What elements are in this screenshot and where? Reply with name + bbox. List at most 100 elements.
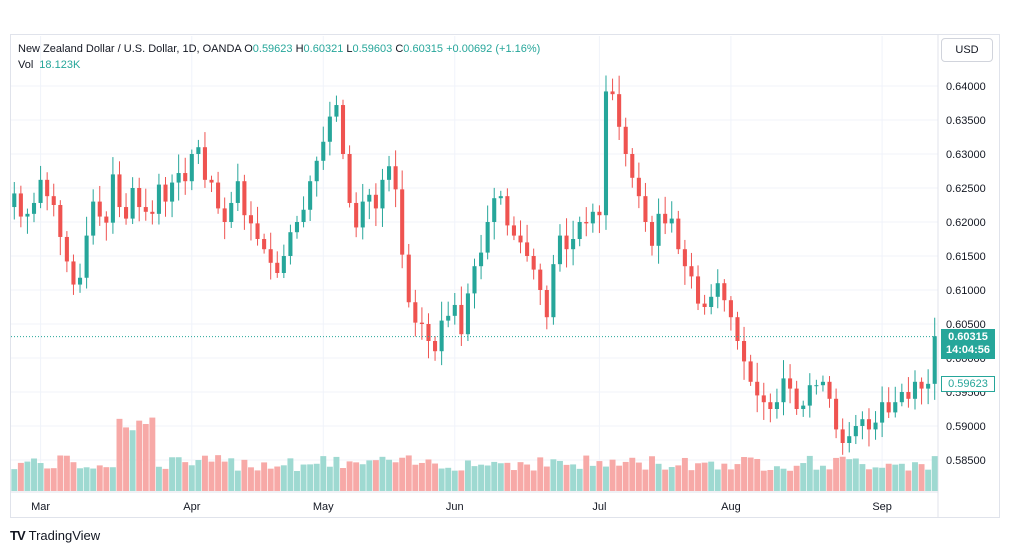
- y-tick-label: 0.61000: [946, 285, 986, 297]
- volume-bar: [169, 457, 176, 491]
- candle-body: [551, 264, 556, 318]
- volume-bar: [372, 460, 379, 491]
- candle-body: [722, 283, 727, 301]
- candle-body: [840, 429, 845, 443]
- candle-body: [380, 179, 385, 209]
- y-tick-label: 0.64000: [946, 81, 986, 93]
- candle-body: [143, 207, 148, 212]
- volume-bar: [747, 457, 754, 491]
- candle-body: [886, 402, 891, 413]
- candle-body: [77, 277, 83, 285]
- candle-body: [104, 216, 109, 223]
- volume-bar: [833, 457, 840, 491]
- volume-bar: [537, 457, 544, 491]
- candle-body: [577, 222, 582, 239]
- volume-bar: [741, 457, 748, 491]
- volume-bar: [603, 466, 609, 491]
- candle-body: [788, 378, 793, 389]
- volume-bar: [524, 464, 531, 491]
- candle-body: [84, 235, 89, 278]
- candle-body: [656, 213, 661, 246]
- volume-bar: [819, 465, 826, 491]
- candle-body: [761, 395, 766, 403]
- volume-bar: [366, 460, 373, 491]
- volume-bar: [642, 469, 649, 491]
- candle-body: [31, 202, 37, 214]
- candle-body: [176, 173, 181, 183]
- volume-bar: [510, 470, 517, 491]
- volume-bar: [912, 462, 918, 491]
- candle-body: [623, 126, 628, 154]
- candle-body: [301, 209, 306, 222]
- candle-body: [636, 177, 641, 197]
- tradingview-brand[interactable]: TV TradingView: [10, 528, 100, 543]
- candle-body: [91, 201, 96, 236]
- candle-body: [853, 426, 858, 437]
- candle-body: [919, 381, 924, 389]
- candle-body: [170, 182, 175, 202]
- candle-body: [334, 105, 339, 117]
- last-price-tag: 0.60315 14:04:56: [941, 328, 995, 359]
- candle-body: [25, 213, 30, 217]
- x-tick-label: Aug: [721, 501, 741, 513]
- x-tick-label: Jun: [446, 501, 464, 513]
- candle-body: [373, 194, 378, 209]
- volume-bar: [90, 468, 97, 491]
- volume-bar: [859, 464, 866, 491]
- volume-bar: [307, 464, 314, 491]
- volume-bar: [898, 463, 905, 491]
- chart-frame[interactable]: [10, 34, 1000, 518]
- volume-bar: [50, 468, 57, 491]
- volume-bar: [885, 463, 892, 491]
- candle-body: [880, 402, 885, 423]
- candle-body: [242, 181, 247, 216]
- volume-bar: [530, 470, 537, 491]
- volume-bar: [497, 463, 504, 491]
- x-tick-label: Mar: [31, 501, 50, 513]
- candle-body: [702, 303, 707, 307]
- volume-bar: [721, 463, 728, 491]
- volume-bar: [609, 459, 616, 491]
- candle-body: [899, 392, 904, 403]
- candle-body: [117, 174, 122, 208]
- candle-body: [58, 205, 63, 237]
- candle-body: [45, 179, 50, 197]
- candle-body: [498, 196, 503, 199]
- candle-body: [715, 283, 720, 297]
- candle-body: [314, 160, 319, 182]
- volume-bar: [17, 462, 24, 491]
- candle-body: [433, 341, 438, 352]
- volume-bar: [773, 466, 780, 491]
- volume-bar: [576, 468, 583, 491]
- candle-body: [794, 388, 799, 409]
- candle-body: [137, 188, 142, 208]
- volume-bar: [201, 455, 208, 491]
- candle-body: [893, 402, 898, 413]
- candle-body: [485, 222, 490, 253]
- volume-bar: [267, 468, 274, 491]
- candle-body: [669, 218, 674, 224]
- candle-body: [538, 269, 543, 290]
- x-tick-label: Apr: [183, 501, 200, 513]
- volume-bar: [517, 462, 524, 491]
- currency-button[interactable]: USD: [941, 38, 993, 62]
- volume-bar: [484, 465, 491, 491]
- x-tick-label: Jul: [592, 501, 606, 513]
- chart-legend: New Zealand Dollar / U.S. Dollar, 1D, OA…: [18, 41, 540, 57]
- candle-body: [906, 392, 911, 399]
- candle-body: [597, 211, 602, 216]
- volume-bar: [550, 459, 557, 491]
- volume-bar: [905, 470, 912, 491]
- volume-label: Vol: [18, 59, 34, 71]
- volume-bar: [63, 455, 70, 491]
- volume-bar: [714, 469, 721, 491]
- candle-body: [709, 296, 714, 307]
- candle-body: [248, 215, 254, 224]
- volume-bar: [340, 468, 346, 491]
- volume-bar: [418, 462, 425, 491]
- candle-body: [459, 304, 464, 335]
- volume-bar: [478, 464, 485, 491]
- volume-bar: [931, 456, 938, 491]
- candle-body: [695, 276, 701, 304]
